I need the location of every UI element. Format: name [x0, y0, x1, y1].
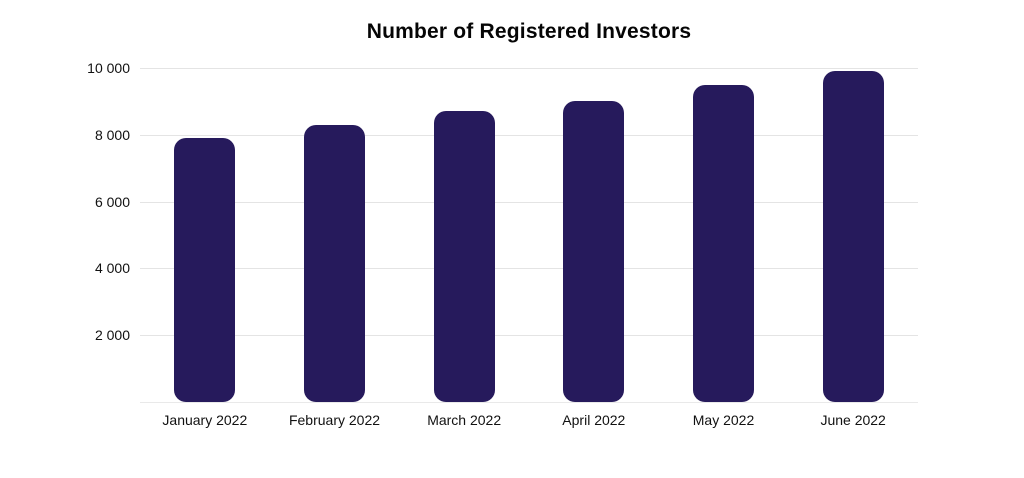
y-axis-tick-label: 4 000: [94, 260, 130, 277]
x-axis-tick-label: April 2022: [562, 412, 626, 428]
y-axis-tick-label: 10 000: [87, 60, 130, 76]
y-axis-tick-label: 8 000: [94, 126, 130, 143]
chart-title: Number of Registered Investors: [366, 20, 692, 43]
gridline-2000: [140, 335, 918, 337]
gridline-10000: [140, 68, 918, 69]
bar-may-2022: [693, 84, 754, 402]
bar-march-2022: [433, 111, 495, 402]
x-axis-baseline: [140, 402, 918, 403]
x-axis-tick-label: March 2022: [427, 412, 502, 428]
bar-june-2022: [822, 71, 884, 402]
bar-january-2022: [174, 138, 236, 402]
gridline-6000: [140, 201, 918, 203]
gridline-8000: [140, 134, 918, 136]
x-axis-tick-label: June 2022: [820, 412, 886, 428]
gridline-4000: [140, 268, 918, 270]
y-axis-tick-label: 6 000: [94, 193, 130, 210]
y-axis-tick-label: 2 000: [94, 327, 130, 344]
bar-february-2022: [304, 124, 365, 402]
x-axis-tick-label: January 2022: [162, 412, 248, 428]
x-axis-tick-label: February 2022: [288, 412, 381, 428]
x-axis-tick-label: May 2022: [692, 412, 755, 428]
bar-april-2022: [563, 101, 625, 402]
